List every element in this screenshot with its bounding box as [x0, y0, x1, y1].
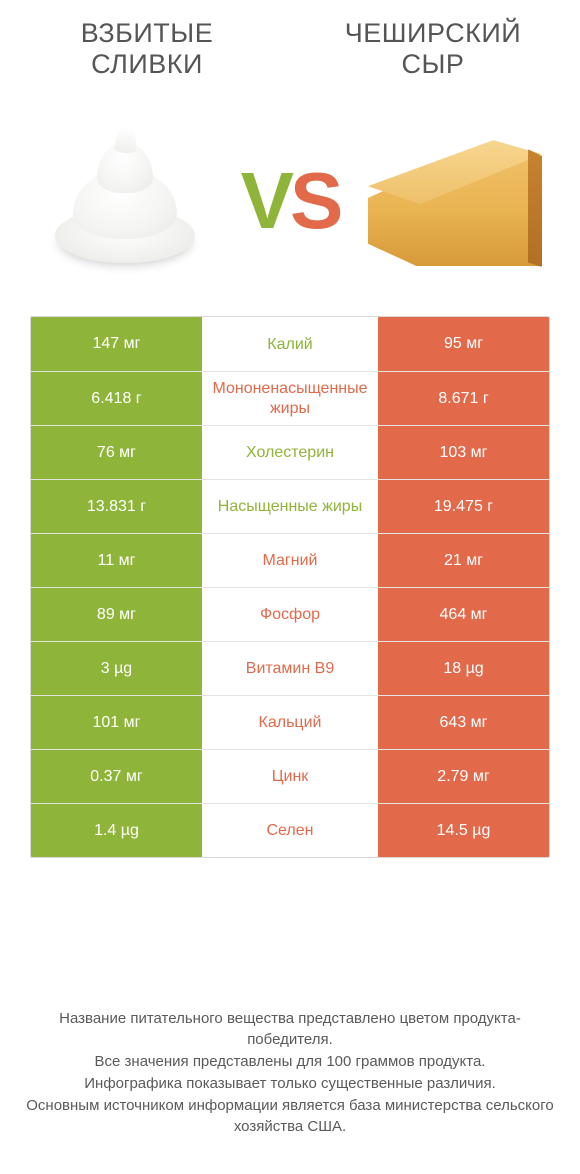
right-value: 464 мг	[378, 588, 549, 641]
vs-s: S	[290, 156, 339, 245]
vs-v: V	[241, 156, 290, 245]
footer-line: Все значения представлены для 100 граммо…	[24, 1051, 556, 1073]
table-row: 13.831 гНасыщенные жиры19.475 г	[31, 479, 549, 533]
left-value: 11 мг	[31, 534, 202, 587]
left-value: 147 мг	[31, 317, 202, 371]
vs-label: VS	[241, 155, 340, 247]
table-row: 76 мгХолестерин103 мг	[31, 425, 549, 479]
nutrient-label: Холестерин	[202, 426, 378, 479]
nutrient-label: Селен	[202, 804, 378, 857]
footer-line: Основным источником информации является …	[24, 1095, 556, 1139]
right-value: 8.671 г	[378, 372, 549, 425]
right-product-title: ЧЕШИРСКИЙ СЫР	[316, 18, 550, 80]
right-value: 19.475 г	[378, 480, 549, 533]
left-value: 0.37 мг	[31, 750, 202, 803]
hero-row: VS	[0, 86, 580, 316]
nutrient-label: Кальций	[202, 696, 378, 749]
right-value: 643 мг	[378, 696, 549, 749]
left-value: 101 мг	[31, 696, 202, 749]
right-product-image	[360, 106, 550, 296]
nutrient-label: Витамин B9	[202, 642, 378, 695]
table-row: 6.418 гМононенасыщенные жиры8.671 г	[31, 371, 549, 425]
nutrient-label: Мононенасыщенные жиры	[202, 372, 378, 425]
left-product-image	[30, 106, 220, 296]
left-value: 1.4 µg	[31, 804, 202, 857]
footer-notes: Название питательного вещества представл…	[0, 1008, 580, 1139]
cheese-wedge-icon	[360, 116, 550, 286]
right-value: 103 мг	[378, 426, 549, 479]
left-value: 6.418 г	[31, 372, 202, 425]
table-row: 11 мгМагний21 мг	[31, 533, 549, 587]
right-value: 95 мг	[378, 317, 549, 371]
table-row: 101 мгКальций643 мг	[31, 695, 549, 749]
nutrient-label: Цинк	[202, 750, 378, 803]
footer-line: Название питательного вещества представл…	[24, 1008, 556, 1052]
right-value: 2.79 мг	[378, 750, 549, 803]
table-row: 0.37 мгЦинк2.79 мг	[31, 749, 549, 803]
nutrient-label: Фосфор	[202, 588, 378, 641]
table-row: 3 µgВитамин B918 µg	[31, 641, 549, 695]
left-value: 3 µg	[31, 642, 202, 695]
left-value: 89 мг	[31, 588, 202, 641]
whipped-cream-icon	[45, 121, 205, 281]
table-row: 1.4 µgСелен14.5 µg	[31, 803, 549, 857]
table-row: 147 мгКалий95 мг	[31, 317, 549, 371]
nutrient-label: Калий	[202, 317, 378, 371]
nutrient-label: Насыщенные жиры	[202, 480, 378, 533]
left-value: 76 мг	[31, 426, 202, 479]
comparison-table: 147 мгКалий95 мг6.418 гМононенасыщенные …	[30, 316, 550, 858]
left-product-title: ВЗБИТЫЕ СЛИВКИ	[30, 18, 264, 80]
right-value: 18 µg	[378, 642, 549, 695]
left-value: 13.831 г	[31, 480, 202, 533]
titles-row: ВЗБИТЫЕ СЛИВКИ ЧЕШИРСКИЙ СЫР	[0, 0, 580, 86]
footer-line: Инфографика показывает только существенн…	[24, 1073, 556, 1095]
right-value: 21 мг	[378, 534, 549, 587]
right-value: 14.5 µg	[378, 804, 549, 857]
nutrient-label: Магний	[202, 534, 378, 587]
table-row: 89 мгФосфор464 мг	[31, 587, 549, 641]
